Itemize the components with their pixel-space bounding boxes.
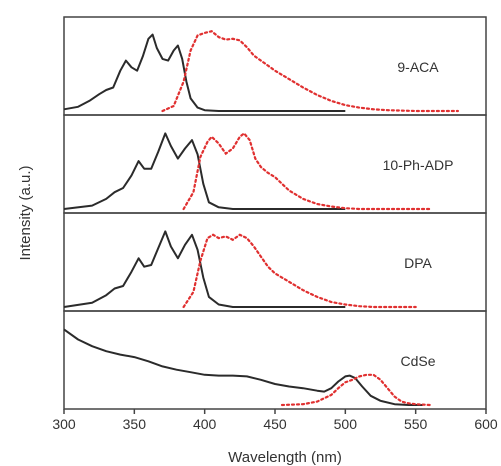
x-tick-label-300: 300 [52, 416, 76, 432]
x-tick-label-550: 550 [404, 416, 428, 432]
absorption-line-4 [63, 328, 423, 406]
absorption-line-2 [63, 132, 346, 210]
absorption-line-1 [63, 33, 346, 112]
panel-label-2: 10-Ph-ADP [383, 157, 454, 173]
absorption-line-3 [63, 230, 346, 308]
emission-line-3 [182, 233, 417, 309]
x-tick-label-500: 500 [334, 416, 358, 432]
x-tick-label-400: 400 [193, 416, 217, 432]
y-axis-title: Intensity (a.u.) [17, 165, 34, 260]
panel-label-4: CdSe [400, 353, 435, 369]
emission-line-2 [182, 131, 431, 211]
x-tick-label-450: 450 [263, 416, 287, 432]
panel-label-3: DPA [404, 255, 432, 271]
emission-line-4 [280, 373, 431, 407]
x-axis-title: Wavelength (nm) [228, 449, 342, 466]
x-tick-label-350: 350 [123, 416, 147, 432]
panel-label-1: 9-ACA [397, 59, 439, 75]
x-tick-label-600: 600 [474, 416, 498, 432]
emission-line-1 [161, 29, 459, 113]
